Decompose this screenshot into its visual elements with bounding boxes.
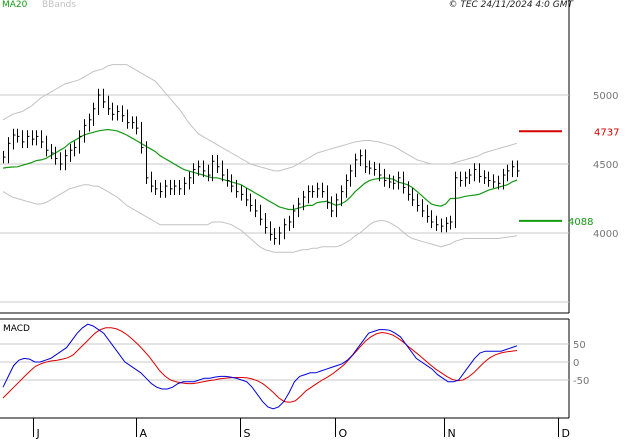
- macd-panel: MACD 50 0 -50: [0, 318, 589, 419]
- macd-title: MACD: [3, 324, 30, 334]
- price-y-tick-label: 5000: [593, 91, 618, 102]
- macd-line: [2, 323, 518, 410]
- ma20-legend-label: MA20: [2, 0, 28, 10]
- support-level-label: 4088: [568, 217, 593, 228]
- resistance-level-label: 4737: [594, 127, 619, 138]
- time-axis-label: S: [244, 427, 251, 440]
- bbands-legend-label: BBands: [42, 0, 76, 10]
- price-y-tick-label: 4000: [593, 229, 618, 240]
- ma20-line: [2, 128, 518, 211]
- macd-y-tick-label: 50: [573, 340, 586, 351]
- macd-signal-line: [2, 327, 518, 403]
- copyright-timestamp: © TEC 24/11/2024 4:0 GMT: [448, 0, 573, 10]
- bollinger-lower-line: [2, 184, 518, 253]
- time-axis-label: O: [339, 427, 348, 440]
- time-axis-label: J: [36, 427, 40, 440]
- macd-y-tick-label: -50: [573, 376, 589, 387]
- bollinger-upper-line: [2, 64, 518, 172]
- time-axis-label: N: [448, 427, 456, 440]
- price-panel: 5000 4500 4000 4737 4088: [0, 0, 619, 314]
- price-y-tick-label: 4500: [593, 160, 618, 171]
- time-axis-label: D: [562, 427, 570, 440]
- time-axis-label: A: [140, 427, 148, 440]
- macd-y-tick-label: 0: [573, 358, 579, 369]
